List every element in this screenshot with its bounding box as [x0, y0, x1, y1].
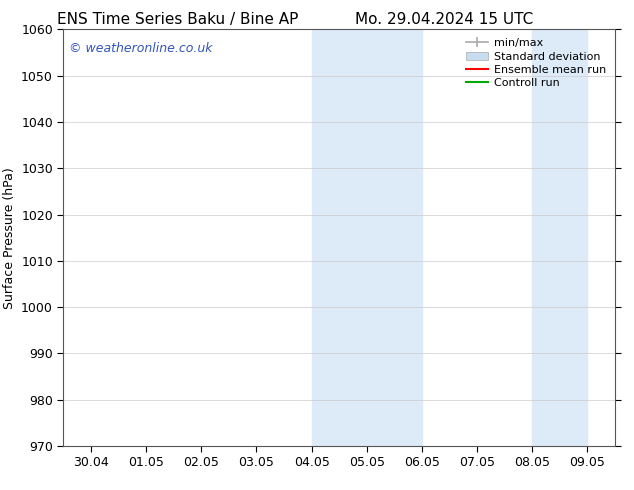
Bar	[312, 29, 422, 446]
Text: ENS Time Series Baku / Bine AP: ENS Time Series Baku / Bine AP	[57, 12, 298, 27]
Legend: min/max, Standard deviation, Ensemble mean run, Controll run: min/max, Standard deviation, Ensemble me…	[463, 35, 609, 92]
Text: © weatheronline.co.uk: © weatheronline.co.uk	[69, 42, 212, 55]
Text: Mo. 29.04.2024 15 UTC: Mo. 29.04.2024 15 UTC	[354, 12, 533, 27]
Y-axis label: Surface Pressure (hPa): Surface Pressure (hPa)	[3, 167, 16, 309]
Bar	[533, 29, 588, 446]
